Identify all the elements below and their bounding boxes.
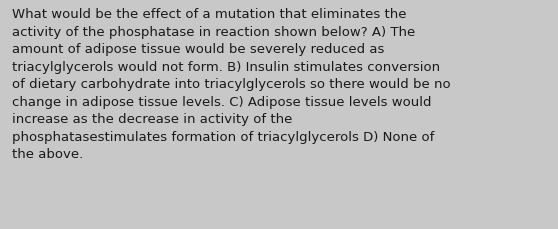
Text: What would be the effect of a mutation that eliminates the
activity of the phosp: What would be the effect of a mutation t… [12,8,451,160]
